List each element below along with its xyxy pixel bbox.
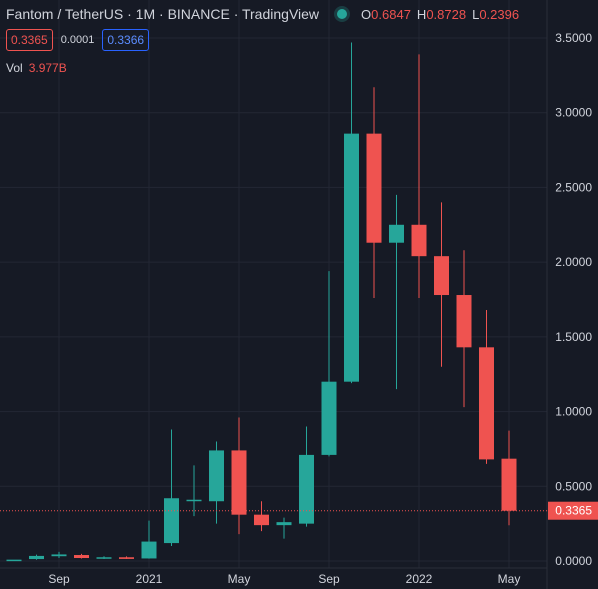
buy-price-button[interactable]: 0.3366 <box>102 29 150 51</box>
x-tick-label: May <box>498 572 521 586</box>
x-tick-label: Sep <box>318 572 340 586</box>
y-tick-label: 3.5000 <box>555 31 592 45</box>
y-tick-label: 2.5000 <box>555 180 592 194</box>
x-tick-label: May <box>228 572 251 586</box>
symbol-title: Fantom / TetherUS · 1M · BINANCE · Tradi… <box>6 6 320 22</box>
ohlc-open-value: 0.6847 <box>371 6 411 22</box>
ohlc-low-value: 0.2396 <box>479 6 520 22</box>
volume-label: Vol <box>6 61 23 75</box>
market-status-icon <box>337 9 348 19</box>
candle-body <box>276 522 292 526</box>
candle-body <box>74 555 89 559</box>
candle-body <box>254 514 269 526</box>
candle-body <box>299 454 314 524</box>
candle-body <box>209 450 224 502</box>
candle-body <box>164 498 179 544</box>
spread-value: 0.0001 <box>60 34 95 46</box>
y-tick-label: 2.0000 <box>555 255 592 269</box>
candle-body <box>321 381 337 455</box>
y-tick-label: 1.5000 <box>555 330 592 344</box>
candle-body <box>344 133 359 382</box>
candle-body <box>389 224 404 243</box>
candle-body <box>6 559 22 562</box>
x-tick-label: 2021 <box>136 572 163 586</box>
candle-body <box>456 295 472 348</box>
ohlc-high-key: H <box>416 6 427 22</box>
y-tick-label: 1.0000 <box>555 405 592 419</box>
y-tick-label: 0.0000 <box>555 554 592 568</box>
candle-body <box>231 450 247 515</box>
x-tick-label: Sep <box>48 572 70 586</box>
candle-body <box>366 133 382 243</box>
candle-body <box>141 541 157 559</box>
symbol-legend: Fantom / TetherUS · 1M · BINANCE · Tradi… <box>6 4 525 24</box>
volume-legend: Vol 3.977B <box>6 61 67 75</box>
y-tick-label: 3.0000 <box>555 106 592 120</box>
last-price-label: 0.3365 <box>555 504 592 518</box>
sell-price-button[interactable]: 0.3365 <box>6 29 53 51</box>
candle-body <box>29 555 44 560</box>
y-tick-label: 0.5000 <box>555 479 592 493</box>
volume-value: 3.977B <box>28 61 67 75</box>
candle-body <box>186 499 202 502</box>
ohlc-high-value: 0.8728 <box>426 6 467 22</box>
candle-body <box>411 224 427 257</box>
x-tick-label: 2022 <box>406 572 433 586</box>
candle-body <box>51 554 67 557</box>
ohlc-open-key: O <box>361 6 372 22</box>
ohlc-low-key: L <box>472 6 480 22</box>
candle-body <box>119 557 134 559</box>
candle-body <box>434 256 449 296</box>
bid-ask-bar: 0.3365 0.0001 0.3366 <box>6 29 150 51</box>
candle-body <box>501 458 517 511</box>
candle-body <box>479 347 494 460</box>
candle-body <box>96 557 112 559</box>
last-price-badge <box>548 501 598 520</box>
